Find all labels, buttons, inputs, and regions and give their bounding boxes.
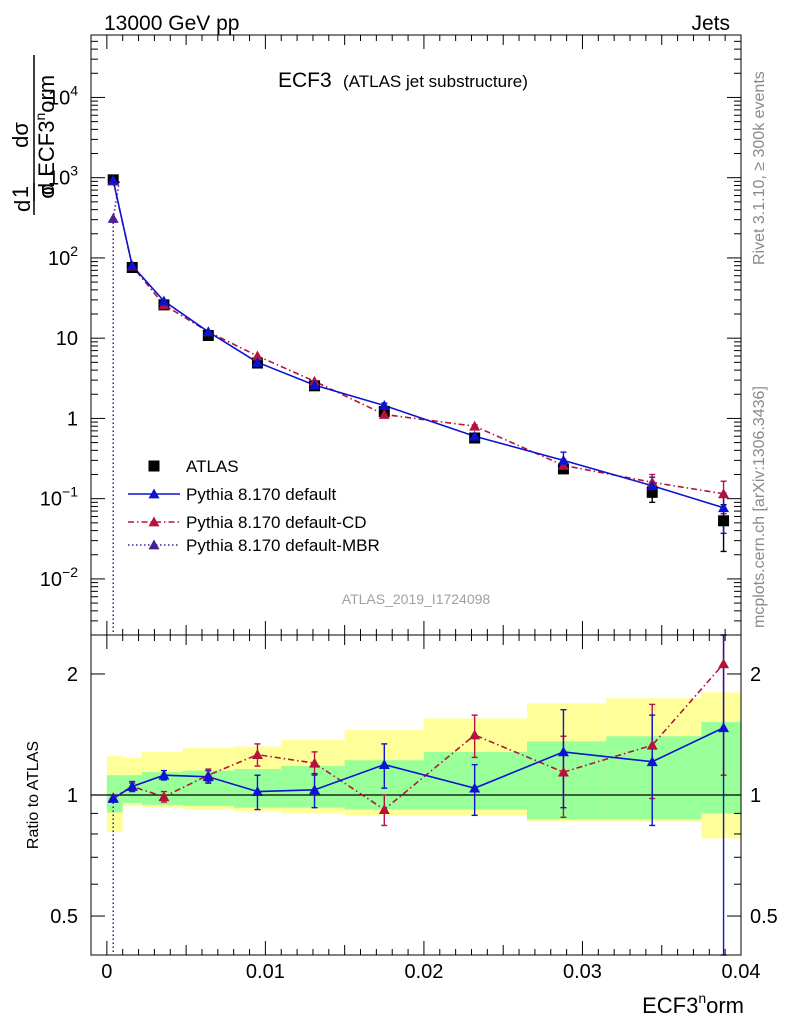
y-axis-label-ratio: Ratio to ATLAS	[25, 741, 42, 849]
data-point-mbr	[107, 213, 119, 223]
ratio-point-default	[469, 782, 481, 793]
uncertainty-band-inner	[701, 721, 741, 814]
data-point-default	[646, 480, 658, 491]
y-tick-label-main: 10−1	[40, 484, 78, 511]
svg-text:d ECF3norm: d ECF3norm	[32, 75, 59, 195]
analysis-watermark: ATLAS_2019_I1724098	[342, 591, 491, 607]
legend: ATLAS Pythia 8.170 default Pythia 8.170 de…	[128, 457, 380, 555]
header-left: 13000 GeV pp	[104, 12, 239, 35]
ratio-point-default-cd	[557, 766, 569, 777]
ratio-point-default	[202, 771, 214, 782]
y-tick-label-main: 10−2	[40, 564, 78, 591]
data-point-default-cd	[469, 420, 481, 431]
x-tick-label: 0.04	[722, 961, 761, 983]
uncertainty-band-inner	[423, 751, 527, 810]
header-right: Jets	[691, 12, 730, 35]
ratio-point-default	[557, 746, 569, 757]
data-point-default	[126, 260, 138, 271]
ratio-point-default-cd	[309, 757, 321, 768]
x-tick-label: 0	[101, 961, 112, 983]
legend-marker	[148, 516, 160, 527]
uncertainty-band-inner	[106, 775, 123, 813]
svg-text:1: 1	[8, 186, 33, 198]
ratio-point-default-cd	[718, 658, 730, 669]
y-tick-label-ratio: 2	[67, 664, 78, 686]
data-point-default	[718, 502, 730, 513]
data-point-default	[469, 430, 481, 441]
ratio-point-default	[378, 759, 390, 770]
ratio-point-default	[718, 722, 730, 733]
data-point-default-cd	[718, 488, 730, 499]
y-axis-label-main: dσ d ECF3norm 1 σ d	[8, 55, 59, 215]
data-point-default-cd	[557, 459, 569, 470]
x-axis-label: ECF3norm	[642, 990, 744, 1018]
y-tick-label-main: 1	[67, 408, 78, 430]
side-label-top: Rivet 3.1.10, ≥ 300k events	[751, 71, 768, 265]
x-tick-label: 0.02	[404, 961, 443, 983]
y-tick-label-main: 103	[48, 163, 78, 190]
data-point-default	[251, 356, 263, 367]
x-tick-label: 0.01	[246, 961, 285, 983]
ratio-point-default	[158, 769, 170, 780]
ratio-line-default-cd	[112, 663, 725, 811]
x-tick-label: 0.03	[563, 961, 602, 983]
data-point-atlas	[718, 515, 730, 527]
ratio-point-default-cd	[251, 749, 263, 760]
data-point-default	[202, 326, 214, 337]
data-point-atlas	[646, 486, 658, 498]
y-tick-label-ratio-right: 1	[750, 785, 761, 807]
uncertainty-band-inner	[606, 736, 702, 820]
y-tick-label-ratio-right: 2	[750, 664, 761, 686]
svg-text:σ: σ	[34, 185, 59, 199]
data-point-default	[107, 174, 119, 185]
legend-marker-atlas	[148, 460, 160, 472]
ratio-point-default	[126, 780, 138, 791]
ratio-point-default	[107, 793, 119, 803]
data-point-default	[378, 399, 390, 410]
svg-text:d: d	[10, 200, 35, 212]
data-point-default	[158, 295, 170, 306]
ratio-point-default-cd	[646, 739, 658, 750]
data-point-default-cd	[378, 408, 390, 419]
y-tick-label-ratio: 1	[67, 785, 78, 807]
ratio-point-default-cd	[469, 729, 481, 740]
ratio-panel: 0.5 0.5 1 1 2 2 0 0.01 0.02 0.03 0.04	[50, 634, 778, 983]
ratio-point-default	[646, 756, 658, 767]
legend-marker	[148, 488, 160, 499]
data-point-default-cd	[251, 350, 263, 361]
legend-marker	[148, 539, 160, 550]
data-point-default	[557, 454, 569, 465]
side-label-bottom: mcplots.cern.ch [arXiv:1306.3436]	[751, 386, 768, 628]
y-tick-label-main: 10	[56, 328, 78, 350]
ratio-point-default-cd	[158, 791, 170, 802]
y-tick-label-main: 102	[48, 243, 78, 270]
ratio-point-default	[309, 784, 321, 795]
main-panel: 10−2 10−1 1 10 102 103 104	[40, 34, 742, 636]
legend-label: Pythia 8.170 default-MBR	[186, 536, 380, 555]
chart-subtitle: (ATLAS jet substructure)	[343, 72, 528, 91]
ratio-point-default-cd	[378, 804, 390, 814]
y-tick-label-ratio-right: 0.5	[750, 906, 778, 928]
chart-title: ECF3	[278, 69, 332, 92]
svg-text:dσ: dσ	[8, 122, 33, 148]
legend-label: Pythia 8.170 default-CD	[186, 513, 367, 532]
legend-label: Pythia 8.170 default	[186, 485, 337, 504]
y-tick-label-main: 104	[48, 82, 78, 109]
ratio-point-default	[251, 786, 263, 796]
data-point-default	[309, 379, 321, 390]
y-tick-label-ratio: 0.5	[50, 906, 78, 928]
legend-label: ATLAS	[186, 457, 239, 476]
uncertainty-band-inner	[281, 766, 345, 808]
ratio-frame	[90, 634, 742, 956]
series-line-mbr-join	[112, 180, 121, 219]
